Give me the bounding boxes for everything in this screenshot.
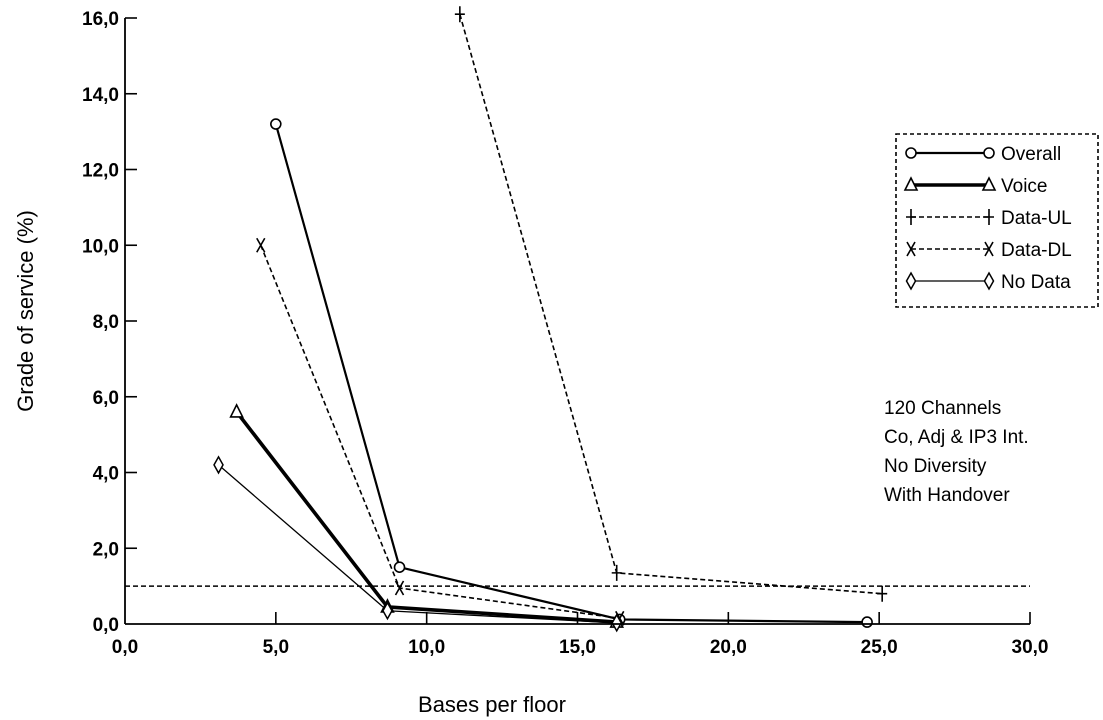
data-point [861,616,873,628]
series-line [218,464,617,624]
data-point [270,118,282,130]
data-point [611,564,622,581]
series-line [459,13,883,595]
chart-note: 120 Channels Co, Adj & IP3 Int. No Diversi… [884,398,1029,506]
x-axis-title: Bases per floor [418,692,566,717]
x-tick-label: 30,0 [1012,637,1049,658]
x-tick-label: 20,0 [710,637,747,658]
legend-marker [903,176,919,191]
data-point [454,6,465,23]
legend-label: Overall [1001,144,1061,165]
axes: 0,0 5,0 10,0 15,0 20,0 25,0 30,0 0,0 2,0 4,0 6,0 8,… [82,9,1048,658]
legend-marker [983,271,995,291]
legend-marker [984,209,994,225]
legend-label: Data-UL [1001,208,1072,229]
data-point [213,455,224,475]
data-point [611,613,623,633]
series-line [274,123,868,624]
y-tick-label: 10,0 [82,236,119,257]
y-tick-label: 14,0 [82,85,119,106]
data-point [393,561,406,573]
legend-label: Data-DL [1001,240,1072,261]
x-tick-label: 10,0 [408,637,445,658]
annotation-line: No Diversity [884,456,987,477]
legend-marker [984,241,994,257]
legend-box [895,133,1099,308]
data-point [877,585,888,602]
series-line [260,244,620,620]
x-tick-label: 25,0 [861,637,898,658]
y-axis-title: Grade of service (%) [13,210,38,412]
legend-marker [906,209,916,225]
y-tick-label: 0,0 [93,615,119,636]
legend-marker [905,147,917,159]
legend-label: Voice [1001,176,1047,197]
y-tick-label: 6,0 [93,388,119,409]
data-point [229,403,244,418]
data-point [256,237,266,253]
data-point [394,580,405,596]
legend-marker [905,271,917,291]
data-point [382,601,393,621]
x-tick-label: 0,0 [112,637,138,658]
y-tick-label: 12,0 [82,161,119,182]
y-tick-label: 8,0 [93,312,119,333]
plot-area [125,6,1030,633]
y-tick-label: 16,0 [82,9,119,30]
legend-marker [906,241,916,257]
series-line [235,410,617,624]
legend-marker [983,147,995,159]
legend-marker [981,176,997,191]
legend: Overall Voice Data-UL Data-DL No Data [895,133,1099,308]
y-tick-label: 2,0 [93,539,119,560]
x-tick-label: 5,0 [263,637,289,658]
x-tick-label: 15,0 [559,637,596,658]
y-tick-label: 4,0 [93,464,119,485]
annotation-line: Co, Adj & IP3 Int. [884,427,1029,448]
annotation-line: 120 Channels [884,398,1001,419]
annotation-line: With Handover [884,485,1010,506]
legend-label: No Data [1001,272,1071,293]
